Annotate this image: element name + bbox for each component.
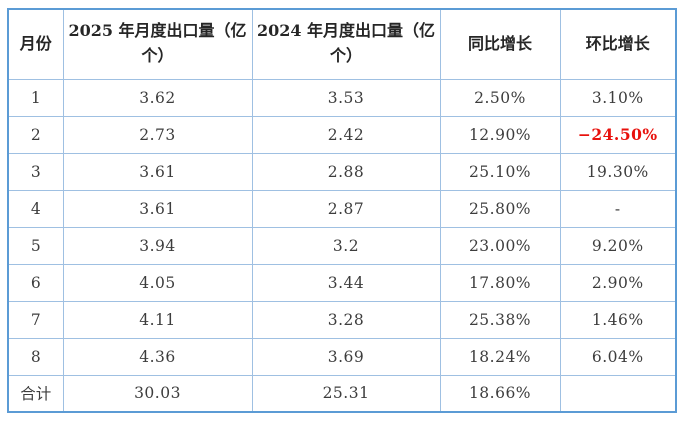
monthly-export-table: 月份 2025 年月度出口量（亿个） 2024 年月度出口量（亿个） 同比增长 … <box>7 8 677 413</box>
cell-yoy-total: 18.66% <box>439 374 561 413</box>
cell-mom-growth: 6.04% <box>559 337 677 376</box>
cell-mom-growth: 9.20% <box>559 226 677 265</box>
cell-2025-total: 30.03 <box>62 374 253 413</box>
cell-yoy-growth: 23.00% <box>439 226 561 265</box>
table-row-month-4: 4 3.61 2.87 25.80% - <box>7 189 677 228</box>
cell-mom-growth: 3.10% <box>559 78 677 117</box>
column-header-month: 月份 <box>7 8 64 80</box>
cell-mom-growth: - <box>559 189 677 228</box>
cell-2025-volume: 4.11 <box>62 300 253 339</box>
cell-2024-volume: 3.44 <box>251 263 441 302</box>
cell-yoy-growth: 25.38% <box>439 300 561 339</box>
cell-2025-volume: 3.62 <box>62 78 253 117</box>
cell-2024-total: 25.31 <box>251 374 441 413</box>
cell-month: 7 <box>7 300 64 339</box>
column-header-2025-export: 2025 年月度出口量（亿个） <box>62 8 253 80</box>
cell-mom-growth: 1.46% <box>559 300 677 339</box>
cell-yoy-growth: 25.10% <box>439 152 561 191</box>
table-row-month-3: 3 3.61 2.88 25.10% 19.30% <box>7 152 677 191</box>
cell-2024-volume: 2.88 <box>251 152 441 191</box>
cell-month: 5 <box>7 226 64 265</box>
cell-2024-volume: 3.53 <box>251 78 441 117</box>
table-row-total: 合计 30.03 25.31 18.66% <box>7 374 677 413</box>
cell-2025-volume: 3.61 <box>62 152 253 191</box>
table-row-month-2: 2 2.73 2.42 12.90% −24.50% <box>7 115 677 154</box>
cell-yoy-growth: 18.24% <box>439 337 561 376</box>
table-row-month-6: 6 4.05 3.44 17.80% 2.90% <box>7 263 677 302</box>
cell-yoy-growth: 2.50% <box>439 78 561 117</box>
cell-month: 4 <box>7 189 64 228</box>
cell-month: 3 <box>7 152 64 191</box>
cell-month: 6 <box>7 263 64 302</box>
cell-yoy-growth: 25.80% <box>439 189 561 228</box>
table-row-month-7: 7 4.11 3.28 25.38% 1.46% <box>7 300 677 339</box>
table-row-month-8: 8 4.36 3.69 18.24% 6.04% <box>7 337 677 376</box>
cell-2024-volume: 3.69 <box>251 337 441 376</box>
cell-2024-volume: 2.42 <box>251 115 441 154</box>
cell-yoy-growth: 17.80% <box>439 263 561 302</box>
table-row-month-5: 5 3.94 3.2 23.00% 9.20% <box>7 226 677 265</box>
cell-2024-volume: 2.87 <box>251 189 441 228</box>
table-row-month-1: 1 3.62 3.53 2.50% 3.10% <box>7 78 677 117</box>
cell-2025-volume: 4.05 <box>62 263 253 302</box>
cell-mom-growth-negative: −24.50% <box>559 115 677 154</box>
header-row: 月份 2025 年月度出口量（亿个） 2024 年月度出口量（亿个） 同比增长 … <box>7 8 677 80</box>
cell-yoy-growth: 12.90% <box>439 115 561 154</box>
cell-2025-volume: 3.61 <box>62 189 253 228</box>
cell-mom-total-empty <box>559 374 677 413</box>
cell-mom-growth: 19.30% <box>559 152 677 191</box>
column-header-mom-growth: 环比增长 <box>559 8 677 80</box>
cell-month: 8 <box>7 337 64 376</box>
cell-2024-volume: 3.2 <box>251 226 441 265</box>
column-header-yoy-growth: 同比增长 <box>439 8 561 80</box>
cell-month: 1 <box>7 78 64 117</box>
cell-mom-growth: 2.90% <box>559 263 677 302</box>
column-header-2024-export: 2024 年月度出口量（亿个） <box>251 8 441 80</box>
cell-2025-volume: 3.94 <box>62 226 253 265</box>
table-header: 月份 2025 年月度出口量（亿个） 2024 年月度出口量（亿个） 同比增长 … <box>7 8 677 80</box>
cell-2025-volume: 2.73 <box>62 115 253 154</box>
table-body: 1 3.62 3.53 2.50% 3.10% 2 2.73 2.42 12.9… <box>7 78 677 413</box>
cell-2025-volume: 4.36 <box>62 337 253 376</box>
cell-total-label: 合计 <box>7 374 64 413</box>
cell-month: 2 <box>7 115 64 154</box>
cell-2024-volume: 3.28 <box>251 300 441 339</box>
